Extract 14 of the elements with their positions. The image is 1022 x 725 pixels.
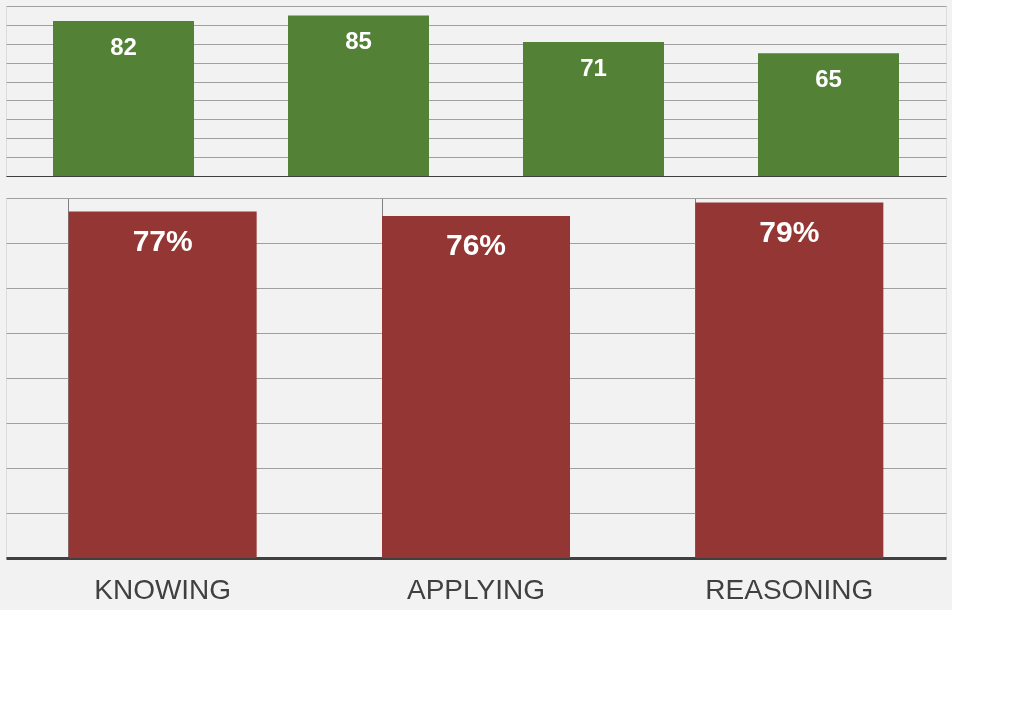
data-label: 79%	[759, 214, 820, 248]
bar	[758, 53, 899, 176]
bar	[288, 15, 429, 176]
data-label: 71	[580, 53, 607, 81]
bar	[523, 41, 664, 176]
data-label: 85	[345, 27, 372, 55]
data-label: 76%	[445, 228, 507, 261]
x-tick-label: APPLYING	[407, 573, 545, 605]
data-label: 77%	[132, 223, 193, 257]
x-tick-label: REASONING	[705, 573, 874, 605]
bar	[53, 21, 194, 176]
data-label: 65	[815, 65, 842, 93]
x-tick-label: KNOWING	[94, 573, 232, 605]
data-label: 82	[110, 33, 137, 61]
